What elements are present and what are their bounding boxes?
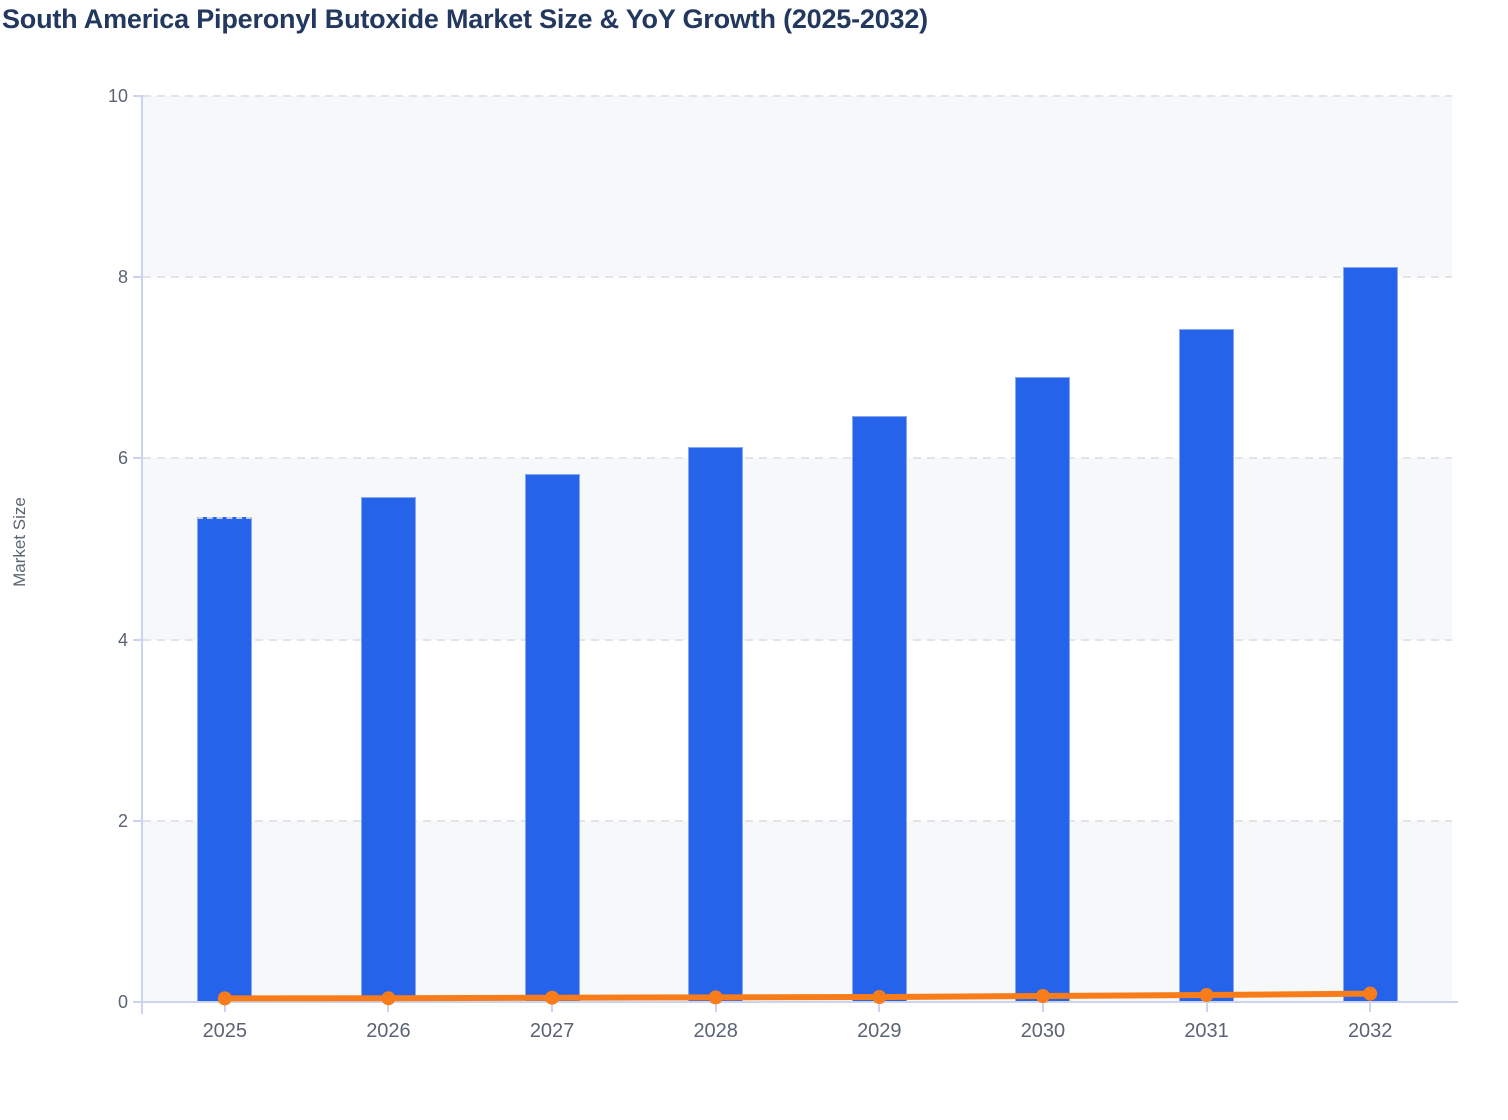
gridline	[143, 638, 1452, 641]
x-tick-label: 2027	[529, 1020, 575, 1042]
y-axis-line	[141, 96, 143, 1014]
gridline	[143, 457, 1452, 460]
gridline	[143, 819, 1452, 822]
yoy-growth-marker-2031[interactable]	[1199, 988, 1214, 1003]
y-tick	[133, 638, 143, 641]
y-tick	[133, 1001, 143, 1003]
y-tick	[133, 819, 143, 822]
x-tick-label: 2028	[693, 1020, 738, 1042]
y-tick-label: 0	[117, 992, 128, 1012]
x-tick	[1205, 1002, 1208, 1012]
x-tick-label: 2026	[366, 1020, 411, 1042]
x-tick-label: 2025	[202, 1020, 248, 1042]
x-tick	[551, 1002, 554, 1012]
yoy-growth-marker-2026[interactable]	[381, 991, 396, 1006]
bar-2030[interactable]	[1015, 376, 1071, 1002]
yoy-growth-marker-2029[interactable]	[872, 990, 887, 1005]
chart-title: South America Piperonyl Butoxide Market …	[2, 4, 928, 34]
yoy-growth-line-layer	[217, 986, 1378, 1006]
plot-area: 0 2 4 6 8 10 2025 2026 2027 2028 2029 2030 2031 2032	[108, 86, 1458, 1042]
yoy-growth-marker-2025[interactable]	[217, 991, 232, 1006]
bar-2028[interactable]	[688, 446, 744, 1002]
x-tick	[1369, 1002, 1372, 1012]
bar-2026[interactable]	[360, 497, 416, 1002]
bar-2031[interactable]	[1179, 328, 1235, 1002]
y-tick-label: 4	[117, 629, 128, 650]
x-tick-label: 2031	[1184, 1020, 1229, 1042]
y-tick-label: 8	[117, 267, 128, 288]
x-tick	[223, 1002, 226, 1012]
grid-band	[143, 96, 1452, 278]
bar-2027[interactable]	[524, 473, 580, 1002]
x-tick	[387, 1002, 390, 1012]
x-tick-label: 2030	[1020, 1020, 1066, 1042]
x-tick-label: 2032	[1347, 1020, 1393, 1042]
y-tick	[133, 276, 143, 279]
yoy-growth-marker-2032[interactable]	[1363, 986, 1378, 1001]
y-tick	[133, 457, 143, 460]
y-tick	[133, 95, 143, 97]
x-axis-line	[141, 1001, 1458, 1003]
yoy-growth-marker-2027[interactable]	[545, 990, 560, 1005]
y-tick-label: 10	[107, 86, 128, 106]
yoy-growth-marker-2028[interactable]	[708, 990, 723, 1005]
gridline	[143, 276, 1452, 279]
yoy-growth-marker-2030[interactable]	[1035, 989, 1050, 1004]
x-tick	[1041, 1002, 1044, 1012]
y-tick-label: 2	[117, 810, 128, 831]
x-tick	[878, 1002, 881, 1012]
yoy-growth-line	[221, 990, 1374, 1002]
bar-2025[interactable]	[197, 517, 253, 1002]
x-tick-label: 2029	[857, 1020, 902, 1042]
y-axis-title: Market Size	[10, 497, 29, 587]
gridline	[143, 95, 1452, 97]
x-tick	[714, 1002, 717, 1012]
y-tick-label: 6	[117, 448, 128, 469]
bar-2029[interactable]	[851, 415, 907, 1002]
bar-2032[interactable]	[1342, 267, 1398, 1002]
